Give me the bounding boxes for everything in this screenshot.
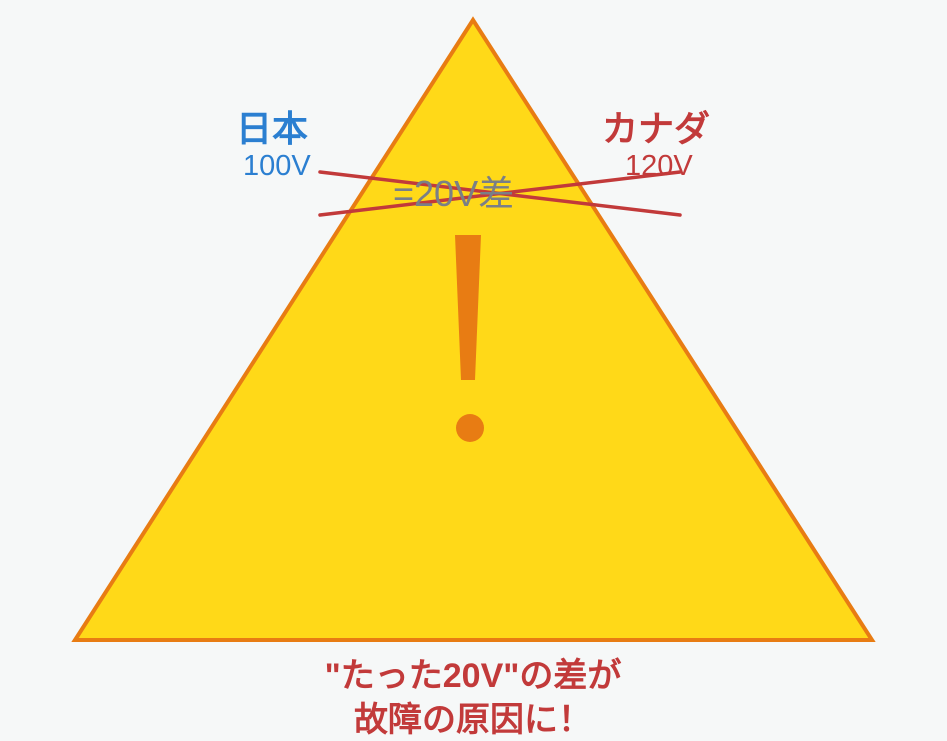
exclaim-dot	[456, 414, 484, 442]
diagram-canvas	[0, 0, 947, 739]
warning-line-1: "たった20V"の差が	[325, 648, 622, 697]
japan-voltage: 100V	[243, 150, 311, 183]
warning-line-2: 故障の原因に！	[354, 692, 592, 741]
japan-label: 日本	[236, 100, 308, 152]
canada-voltage: 120V	[625, 150, 693, 183]
voltage-diff-label: =20V差	[393, 165, 514, 217]
canada-label: カナダ	[602, 100, 710, 152]
